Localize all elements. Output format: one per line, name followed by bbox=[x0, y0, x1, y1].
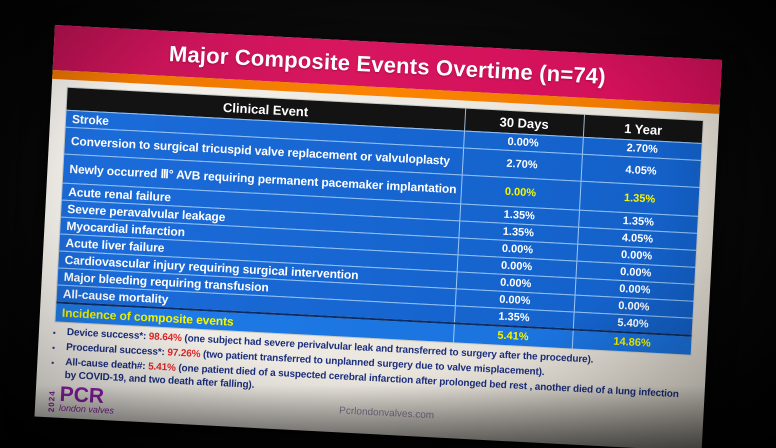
presentation-slide: Major Composite Events Overtime (n=74) C… bbox=[34, 25, 723, 448]
footnote-label: Device success*: bbox=[66, 327, 147, 343]
logo-year: 2024 bbox=[46, 390, 57, 413]
table-body: Stroke 0.00% 2.70% Conversion to surgical t… bbox=[55, 109, 702, 355]
square-bullet-icon: ▪ bbox=[52, 328, 56, 338]
footnote-value: 98.64% bbox=[148, 331, 183, 345]
logo-text-block: PCR london valves bbox=[58, 383, 115, 416]
value-30-days: 5.41% bbox=[452, 324, 573, 349]
footnote-label: Procedural success*: bbox=[65, 342, 166, 359]
pcr-logo: 2024 PCR london valves bbox=[46, 383, 115, 416]
footnote-value: 97.26% bbox=[167, 347, 201, 361]
square-bullet-icon: ▪ bbox=[51, 358, 55, 368]
square-bullet-icon: ▪ bbox=[51, 343, 56, 353]
clinical-events-table: Clinical Event 30 Days 1 Year Stroke 0.00… bbox=[54, 86, 704, 356]
footnote-value: 5.41% bbox=[147, 361, 177, 374]
website-text: Pcrlondonvalves.com bbox=[338, 405, 435, 422]
logo-subtitle: london valves bbox=[58, 402, 115, 416]
value-1-year: 14.86% bbox=[571, 330, 692, 355]
